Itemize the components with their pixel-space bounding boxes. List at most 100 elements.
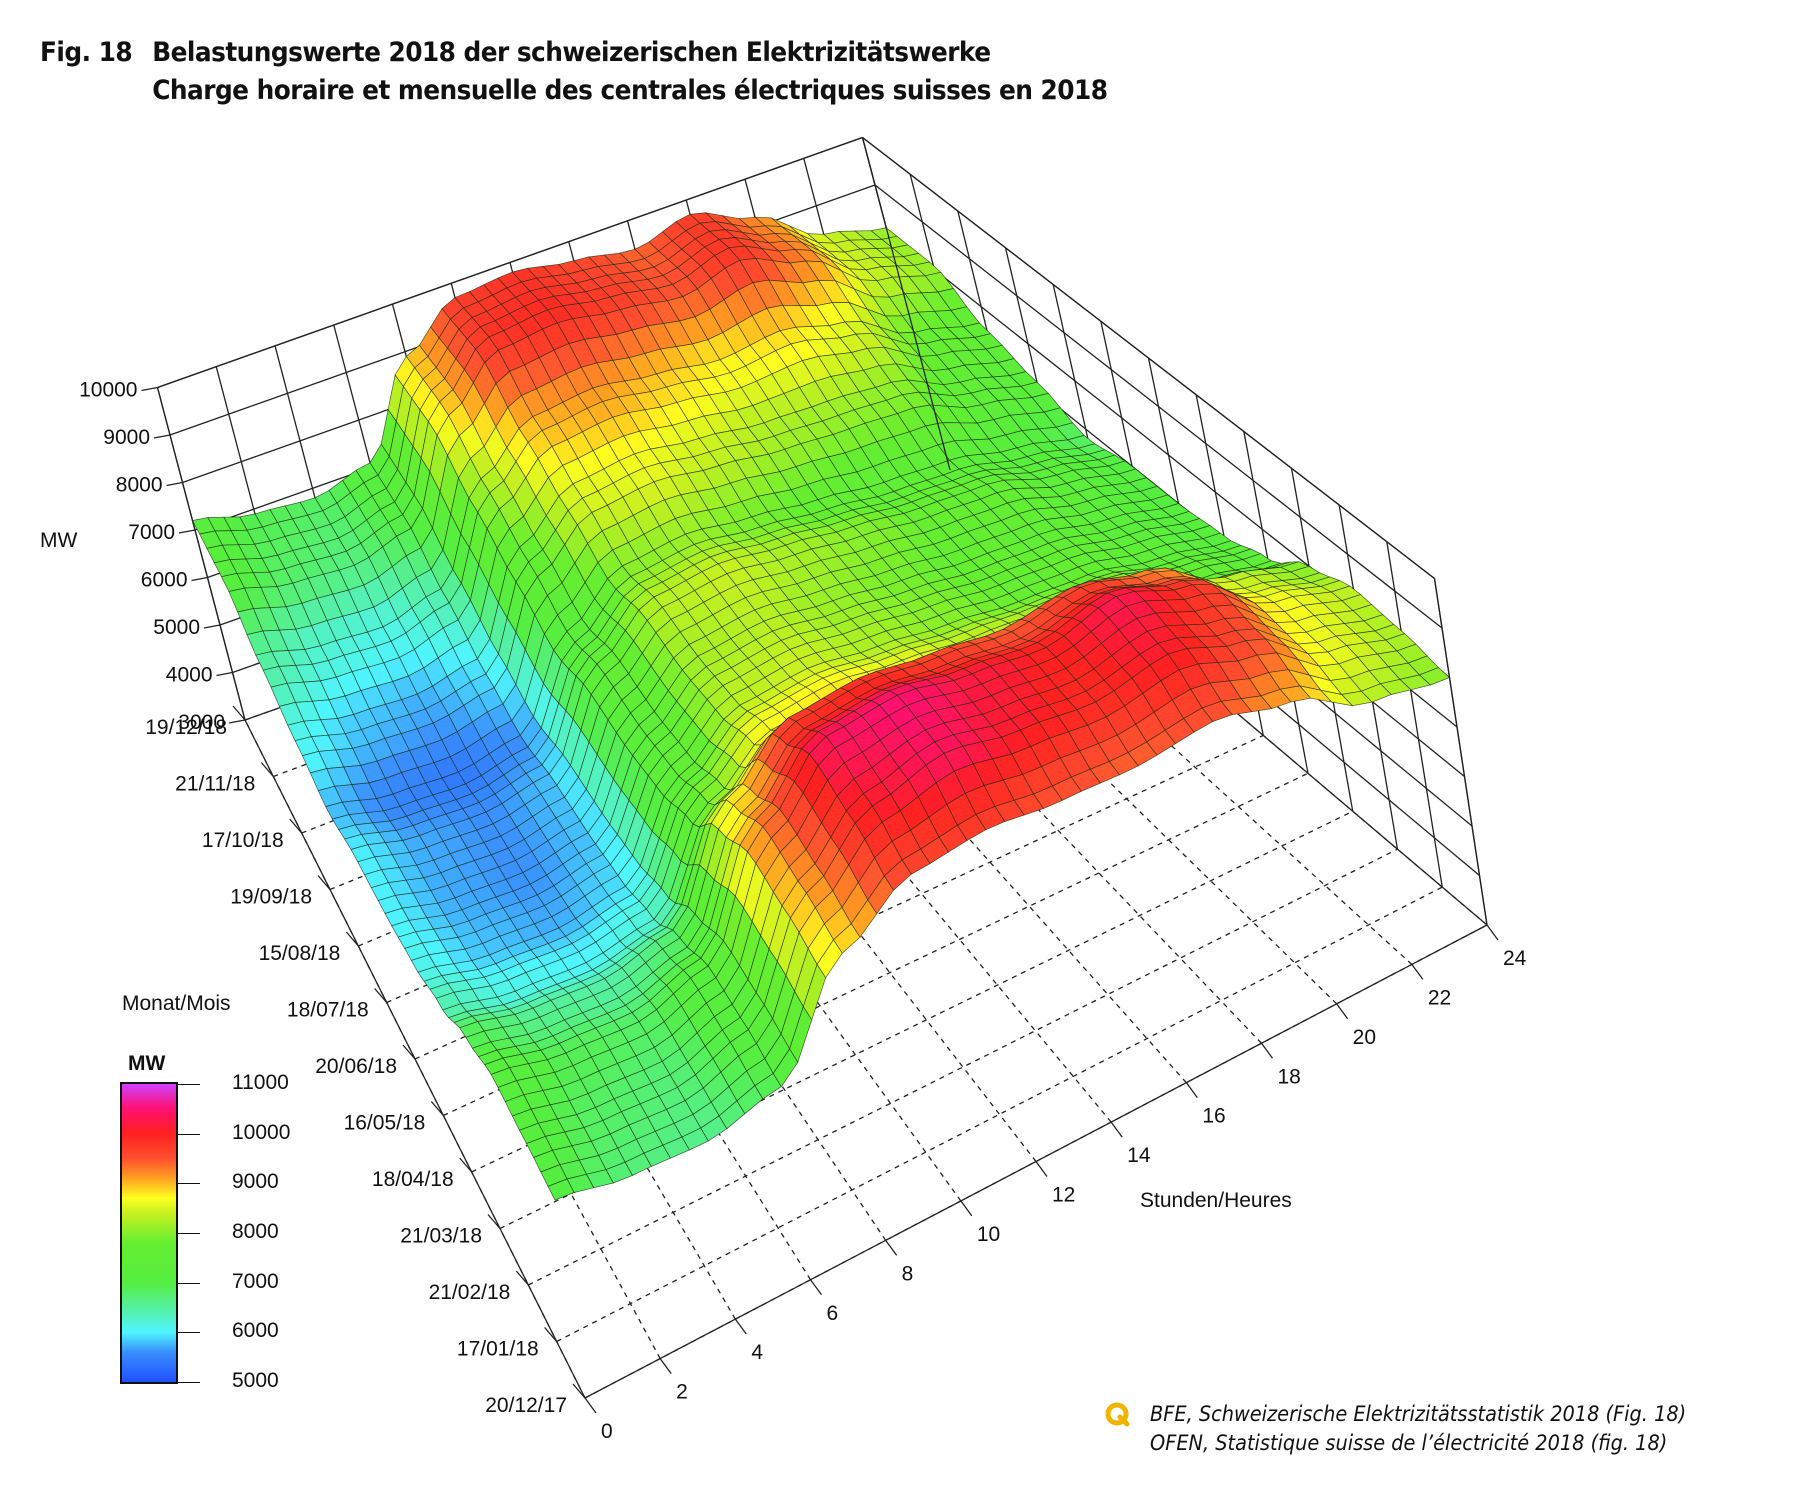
colorbar-tick-mark <box>178 1382 200 1383</box>
colorbar-tick-label: 6000 <box>232 1319 279 1343</box>
z-axis-title: MW <box>40 529 77 552</box>
y-tick-label: 17/01/18 <box>457 1338 539 1361</box>
x-tick-label: 0 <box>601 1420 613 1443</box>
title-german: Belastungswerte 2018 der schweizerischen… <box>152 37 991 68</box>
x-tick-label: 6 <box>827 1302 839 1325</box>
x-tick-mark <box>1336 1003 1349 1020</box>
colorbar-tick-mark <box>178 1282 200 1284</box>
z-tick-label: 5000 <box>153 616 200 639</box>
x-tick-mark <box>960 1200 973 1217</box>
x-tick-mark <box>584 1397 597 1414</box>
y-tick-label: 16/05/18 <box>344 1112 426 1135</box>
z-tick-label: 3000 <box>178 711 225 734</box>
colorbar-tick-mark <box>178 1183 200 1185</box>
x-tick-label: 12 <box>1052 1184 1075 1207</box>
z-tick-mark <box>166 481 183 487</box>
z-tick-label: 6000 <box>141 569 188 592</box>
z-tick-mark <box>203 624 221 629</box>
y-tick-mark <box>374 988 388 1003</box>
colorbar-tick-label: 8000 <box>232 1220 279 1243</box>
y-tick-mark <box>317 875 331 890</box>
x-tick-label: 20 <box>1353 1026 1376 1049</box>
z-axis-line <box>156 387 246 721</box>
colorbar-tick-label: 9000 <box>232 1170 279 1194</box>
y-tick-mark <box>345 931 359 947</box>
surface-cell <box>547 1178 575 1201</box>
x-tick-mark <box>809 1279 823 1296</box>
y-tick-mark <box>260 762 274 777</box>
floor-gridline-date <box>528 848 1398 1286</box>
x-tick-mark <box>885 1239 898 1256</box>
x-tick-mark <box>1260 1042 1274 1059</box>
colorbar-tick-mark <box>178 1133 200 1135</box>
x-tick-label: 10 <box>977 1223 1000 1246</box>
z-tick-mark <box>191 576 208 582</box>
x-tick-mark <box>1486 924 1499 941</box>
y-tick-mark <box>487 1214 501 1229</box>
surface-mesh <box>191 212 1451 1201</box>
front-right-vertical-edge <box>1433 578 1488 926</box>
x-tick-label: 16 <box>1202 1105 1225 1128</box>
source-german: BFE, Schweizerische Elektrizitätsstatist… <box>1150 1402 1687 1426</box>
colorbar-tick-label: 10000 <box>232 1120 291 1144</box>
x-tick-mark <box>1035 1161 1048 1177</box>
y-tick-mark <box>572 1383 586 1399</box>
source-note: BFE, Schweizerische Elektrizitätsstatist… <box>1150 1400 1686 1458</box>
y-tick-mark <box>515 1270 529 1286</box>
y-tick-mark <box>232 705 246 721</box>
x-tick-label: 2 <box>676 1381 688 1404</box>
y-tick-label: 21/03/18 <box>400 1225 482 1248</box>
y-tick-label: 21/11/18 <box>175 773 255 796</box>
y-tick-label: 19/09/18 <box>230 886 312 909</box>
z-tick-mark <box>141 386 158 392</box>
y-tick-label: 19/12/18 <box>145 716 227 739</box>
z-tick-label: 7000 <box>128 521 175 544</box>
figure-number: Fig. 18 <box>40 37 133 68</box>
colorbar-tick-label: 5000 <box>232 1369 279 1392</box>
x-tick-mark <box>734 1318 747 1335</box>
x-tick-mark <box>659 1358 672 1374</box>
y-tick-label: 17/10/18 <box>202 829 284 852</box>
y-tick-label: 20/12/17 <box>485 1394 567 1417</box>
z-tick-label: 10000 <box>79 379 137 402</box>
colorbar-tick-mark <box>178 1084 200 1085</box>
x-tick-mark <box>1110 1121 1123 1138</box>
x-axis-title: Stunden/Heures <box>1140 1189 1292 1212</box>
z-tick-label: 4000 <box>166 664 213 687</box>
chart-title: Fig. 18 Belastungswerte 2018 der schweize… <box>40 34 1108 110</box>
x-tick-label: 8 <box>902 1262 914 1285</box>
colorbar-tick-mark <box>178 1233 200 1234</box>
x-tick-label: 4 <box>751 1341 763 1364</box>
z-tick-label: 8000 <box>116 474 163 497</box>
x-tick-mark <box>1185 1082 1198 1099</box>
y-axis-title: Monat/Mois <box>122 992 231 1015</box>
colorbar-tick-label: 11000 <box>232 1071 289 1094</box>
top-right-edge <box>862 136 1435 580</box>
z-tick-mark <box>216 671 233 677</box>
y-tick-label: 21/02/18 <box>429 1281 511 1304</box>
y-tick-mark <box>430 1101 444 1116</box>
axes: 02468101214161820222420/12/1717/01/1821/… <box>79 379 1527 1444</box>
right-wall-vertical <box>1386 541 1443 888</box>
x-tick-label: 18 <box>1278 1065 1301 1088</box>
x-tick-label: 24 <box>1503 947 1527 970</box>
source-french: OFEN, Statistique suisse de l’électricit… <box>1150 1431 1668 1455</box>
colorbar-tick-label: 7000 <box>232 1269 279 1293</box>
x-tick-label: 14 <box>1127 1144 1151 1167</box>
back-right-vertical-edge <box>861 137 951 471</box>
y-tick-mark <box>459 1157 473 1173</box>
title-french: Charge horaire et mensuelle des centrale… <box>152 75 1108 106</box>
y-tick-mark <box>289 818 303 834</box>
z-tick-mark <box>153 434 171 439</box>
y-tick-label: 18/04/18 <box>372 1168 454 1191</box>
colorbar <box>120 1082 178 1384</box>
y-tick-mark <box>544 1327 558 1342</box>
floor-gridline-date <box>499 810 1354 1230</box>
z-tick-mark <box>178 529 196 534</box>
top-back-edge <box>157 136 863 389</box>
y-tick-label: 20/06/18 <box>315 1055 397 1078</box>
z-tick-mark <box>228 719 246 724</box>
source-q-icon <box>1105 1402 1130 1427</box>
y-tick-label: 18/07/18 <box>287 999 369 1022</box>
